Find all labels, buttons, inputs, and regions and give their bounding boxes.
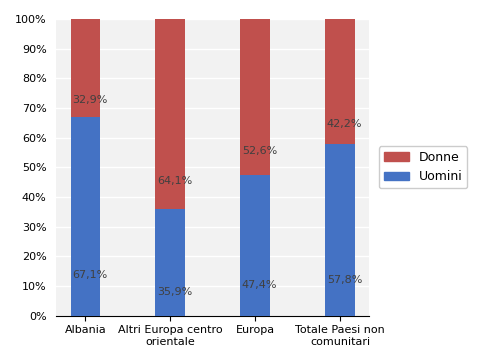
Text: 35,9%: 35,9% — [157, 286, 192, 296]
Text: 52,6%: 52,6% — [242, 146, 277, 156]
Bar — [156, 19, 185, 209]
Bar — [326, 19, 355, 144]
Text: 64,1%: 64,1% — [157, 176, 192, 186]
Text: 32,9%: 32,9% — [72, 95, 107, 105]
Bar — [326, 144, 355, 316]
Bar — [241, 175, 270, 316]
Legend: Donne, Uomini: Donne, Uomini — [379, 146, 468, 189]
Bar — [71, 19, 100, 117]
Text: 42,2%: 42,2% — [327, 119, 362, 129]
Bar — [241, 19, 270, 175]
Bar — [156, 209, 185, 316]
Text: 57,8%: 57,8% — [327, 275, 362, 285]
Text: 47,4%: 47,4% — [242, 280, 277, 290]
Bar — [71, 117, 100, 316]
Text: 67,1%: 67,1% — [72, 270, 107, 280]
